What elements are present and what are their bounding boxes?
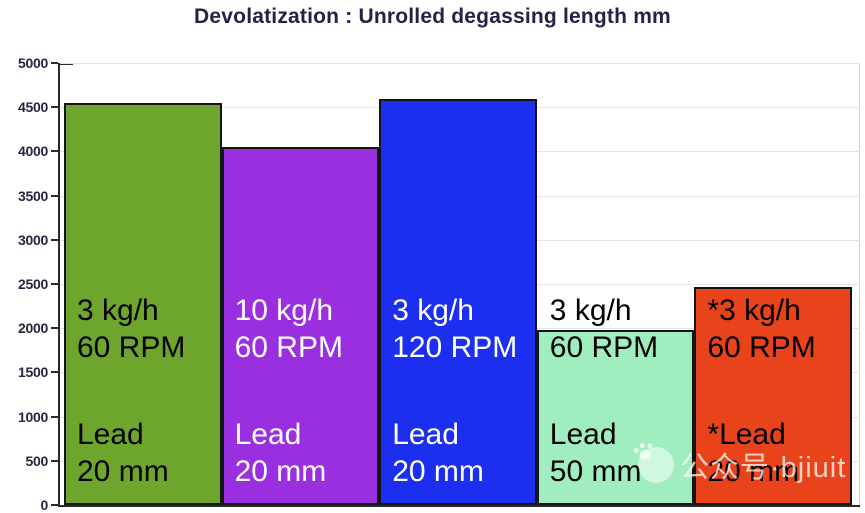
y-axis-top-corner [60,63,73,65]
plot-area: 0 500 1000 1500 2000 2500 3000 3500 4000 4500 5000… [18,55,860,513]
y-axis-tick [51,459,58,462]
gridline-5000 [60,63,860,64]
bar-3 [379,99,537,505]
y-axis-tick [51,150,58,153]
y-axis-tick [51,415,58,418]
y-axis-tick-label: 2000 [18,320,48,337]
y-axis-tick [51,106,58,109]
y-axis-tick-label: 5000 [18,55,48,71]
bar-5 [694,286,852,505]
bar-4-label-line1: 3 kg/h [549,294,632,327]
y-axis-tick-label: 3000 [18,231,48,248]
y-axis-tick [51,504,58,506]
y-axis-tick [51,371,58,374]
y-axis-tick [51,62,58,64]
bar-2 [221,146,380,505]
y-axis-tick-label: 1500 [18,364,48,381]
y-axis-tick-label: 4500 [18,99,48,116]
y-axis-tick-label: 2500 [18,276,48,292]
y-axis-tick [51,238,58,241]
chart-title: Devolatization : Unrolled degassing leng… [194,5,671,28]
y-axis-tick-label: 0 [40,497,49,513]
y-axis-tick [51,283,58,285]
y-axis-tick [51,327,58,330]
y-axis-tick-label: 1000 [18,408,48,425]
bar-4 [536,329,695,505]
bar-1 [64,102,222,505]
y-axis-tick-label: 500 [25,452,49,469]
y-axis-tick [51,194,58,197]
y-axis-tick-label: 3500 [18,187,48,204]
y-axis-tick-label: 4000 [18,143,48,160]
